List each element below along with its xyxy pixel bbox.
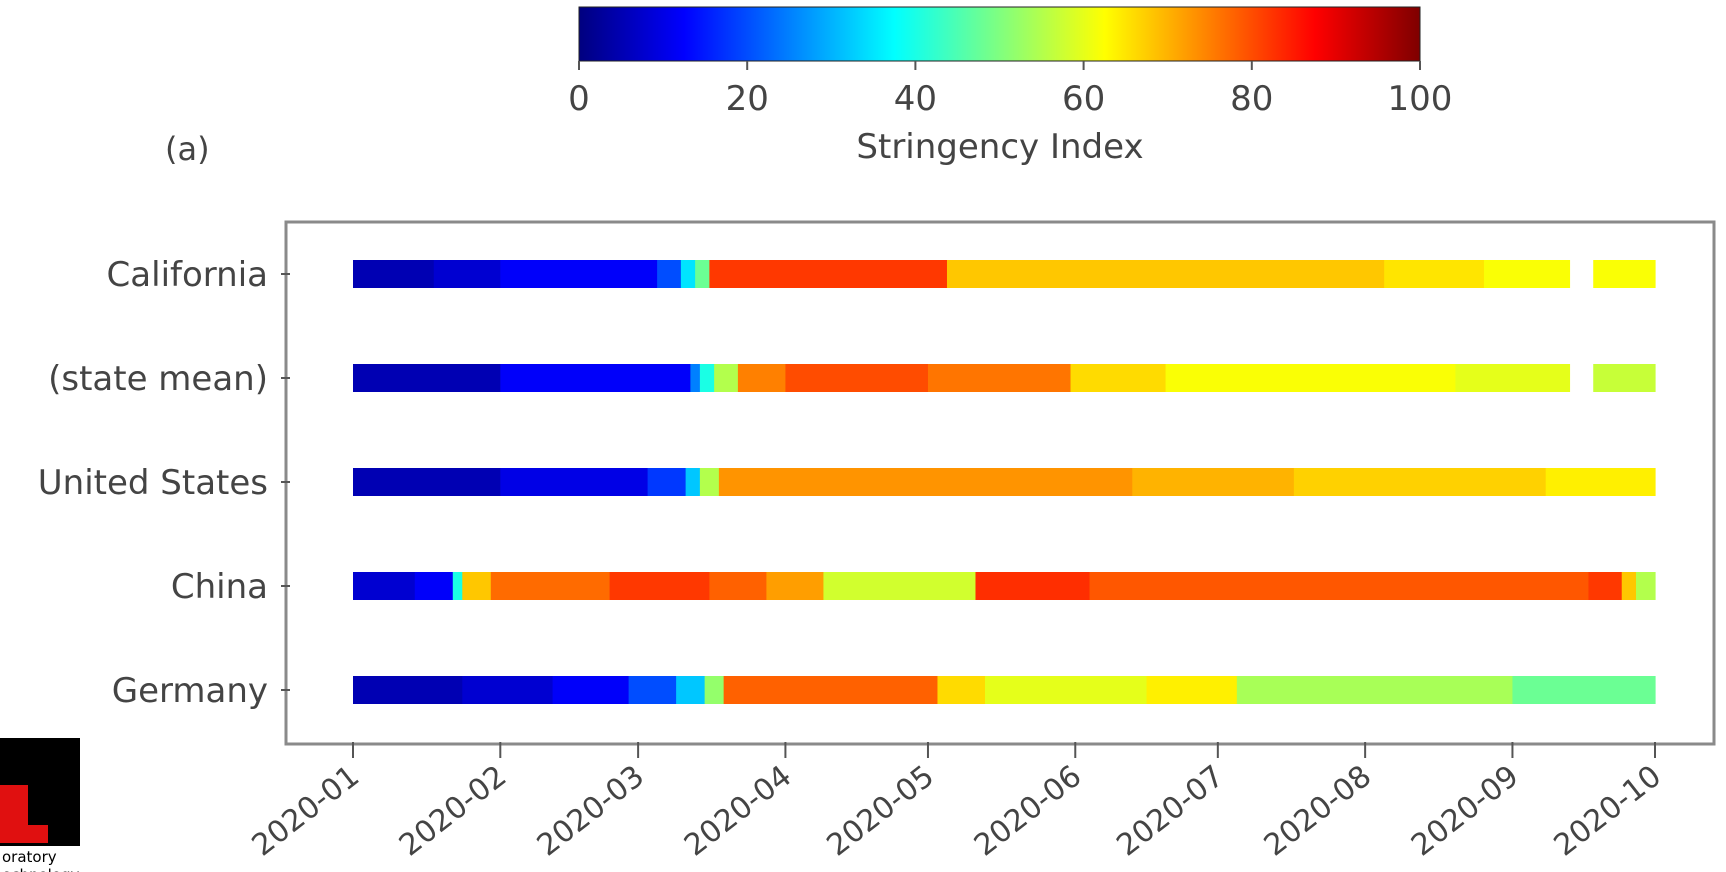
heatmap-cell: [1545, 468, 1656, 496]
heatmap-cell: [500, 468, 649, 496]
logo-text-panel: [0, 846, 80, 872]
y-tick-label: Germany: [112, 671, 268, 711]
heatmap-cell: [500, 364, 691, 392]
x-tick-label: 2020-06: [968, 759, 1088, 864]
heatmap-cell: [1165, 364, 1457, 392]
heatmap-cell: [676, 676, 706, 704]
heatmap-cell: [1146, 676, 1238, 704]
x-tick-label: 2020-07: [1110, 759, 1230, 864]
x-tick-label: 2020-03: [531, 759, 651, 864]
heatmap-rows: [353, 260, 1656, 704]
heatmap-cell: [1132, 468, 1295, 496]
heatmap-cell: [680, 260, 696, 288]
logo: oratory echnology: [0, 738, 80, 872]
heatmap-cell: [1593, 260, 1656, 288]
heatmap-cell: [699, 364, 715, 392]
heatmap-cell: [785, 364, 929, 392]
heatmap-cell: [490, 572, 611, 600]
colorbar-tick-label: 60: [1062, 79, 1105, 119]
heatmap-cell: [657, 260, 682, 288]
heatmap-row: [353, 572, 1656, 600]
heatmap-cell: [704, 676, 725, 704]
heatmap-row: [353, 260, 1656, 288]
colorbar-tick-label: 40: [894, 79, 937, 119]
heatmap-cell: [690, 364, 701, 392]
heatmap-cell: [823, 572, 977, 600]
heatmap-cell: [718, 468, 1133, 496]
x-tick-label: 2020-05: [821, 759, 941, 864]
x-tick-label: 2020-04: [678, 759, 798, 864]
heatmap-cell: [723, 676, 939, 704]
colorbar-ticks: 0 20 40 60 80 100: [568, 61, 1452, 119]
heatmap-cell: [695, 260, 710, 288]
heatmap-cell: [1483, 260, 1571, 288]
heatmap-cell: [353, 364, 501, 392]
heatmap-cell: [714, 364, 739, 392]
heatmap-cell: [1236, 676, 1514, 704]
colorbar-tick-label: 0: [568, 79, 590, 119]
heatmap-cell: [609, 572, 710, 600]
heatmap-cell: [353, 260, 435, 288]
heatmap-cell: [737, 364, 787, 392]
y-axis-ticks: California (state mean) United States China…: [38, 255, 290, 711]
heatmap-cell: [1293, 468, 1547, 496]
heatmap-cell: [353, 468, 501, 496]
colorbar-tick-label: 80: [1230, 79, 1273, 119]
heatmap-cell: [927, 364, 1072, 392]
heatmap-cell: [1455, 364, 1571, 392]
x-axis-ticks: 2020-01 2020-02 2020-03 2020-04 2020-05 2020-…: [246, 742, 1668, 863]
heatmap-cell: [552, 676, 630, 704]
heatmap-cell: [685, 468, 701, 496]
y-tick-label: California: [107, 255, 268, 295]
heatmap-cell: [1621, 572, 1637, 600]
heatmap-cell: [462, 676, 554, 704]
heatmap-cell: [462, 572, 492, 600]
x-tick-label: 2020-02: [393, 759, 513, 864]
heatmap-cell: [709, 572, 768, 600]
heatmap-row: [353, 676, 1656, 704]
heatmap-cell: [414, 572, 454, 600]
heatmap-cell: [500, 260, 658, 288]
colorbar: 0 20 40 60 80 100 Stringency Index: [568, 6, 1452, 167]
colorbar-tick-label: 100: [1388, 79, 1453, 119]
x-tick-label: 2020-08: [1258, 759, 1378, 864]
y-tick-label: United States: [38, 463, 268, 503]
heatmap-cell: [1588, 572, 1623, 600]
heatmap-cell: [937, 676, 986, 704]
heatmap-cell: [1593, 364, 1656, 392]
heatmap-cell: [984, 676, 1148, 704]
x-tick-label: 2020-01: [246, 759, 366, 864]
heatmap-cell: [1512, 676, 1656, 704]
logo-text-line2: echnology: [2, 866, 80, 872]
colorbar-gradient: [578, 6, 1421, 62]
y-tick-label: China: [171, 567, 268, 607]
logo-mark: [0, 785, 48, 843]
heatmap-cell: [699, 468, 720, 496]
x-tick-label: 2020-09: [1405, 759, 1525, 864]
heatmap-cell: [628, 676, 677, 704]
heatmap-cell: [647, 468, 687, 496]
heatmap-cell: [452, 572, 463, 600]
heatmap-cell: [946, 260, 1385, 288]
heatmap-cell: [1089, 572, 1590, 600]
heatmap-cell: [766, 572, 825, 600]
heatmap-row: [353, 364, 1656, 392]
heatmap-cell: [1070, 364, 1167, 392]
x-tick-label: 2020-10: [1548, 759, 1668, 864]
colorbar-title: Stringency Index: [856, 127, 1143, 167]
heatmap-cell: [353, 676, 463, 704]
colorbar-tick-label: 20: [726, 79, 769, 119]
heatmap-cell: [1384, 260, 1485, 288]
y-tick-label: (state mean): [48, 359, 268, 399]
heatmap-cell: [975, 572, 1091, 600]
heatmap-cell: [709, 260, 948, 288]
logo-text-line1: oratory: [2, 848, 57, 866]
heatmap-cell: [1635, 572, 1656, 600]
heatmap-row: [353, 468, 1656, 496]
heatmap-cell: [433, 260, 501, 288]
panel-label: (a): [165, 130, 210, 168]
heatmap-cell: [353, 572, 416, 600]
